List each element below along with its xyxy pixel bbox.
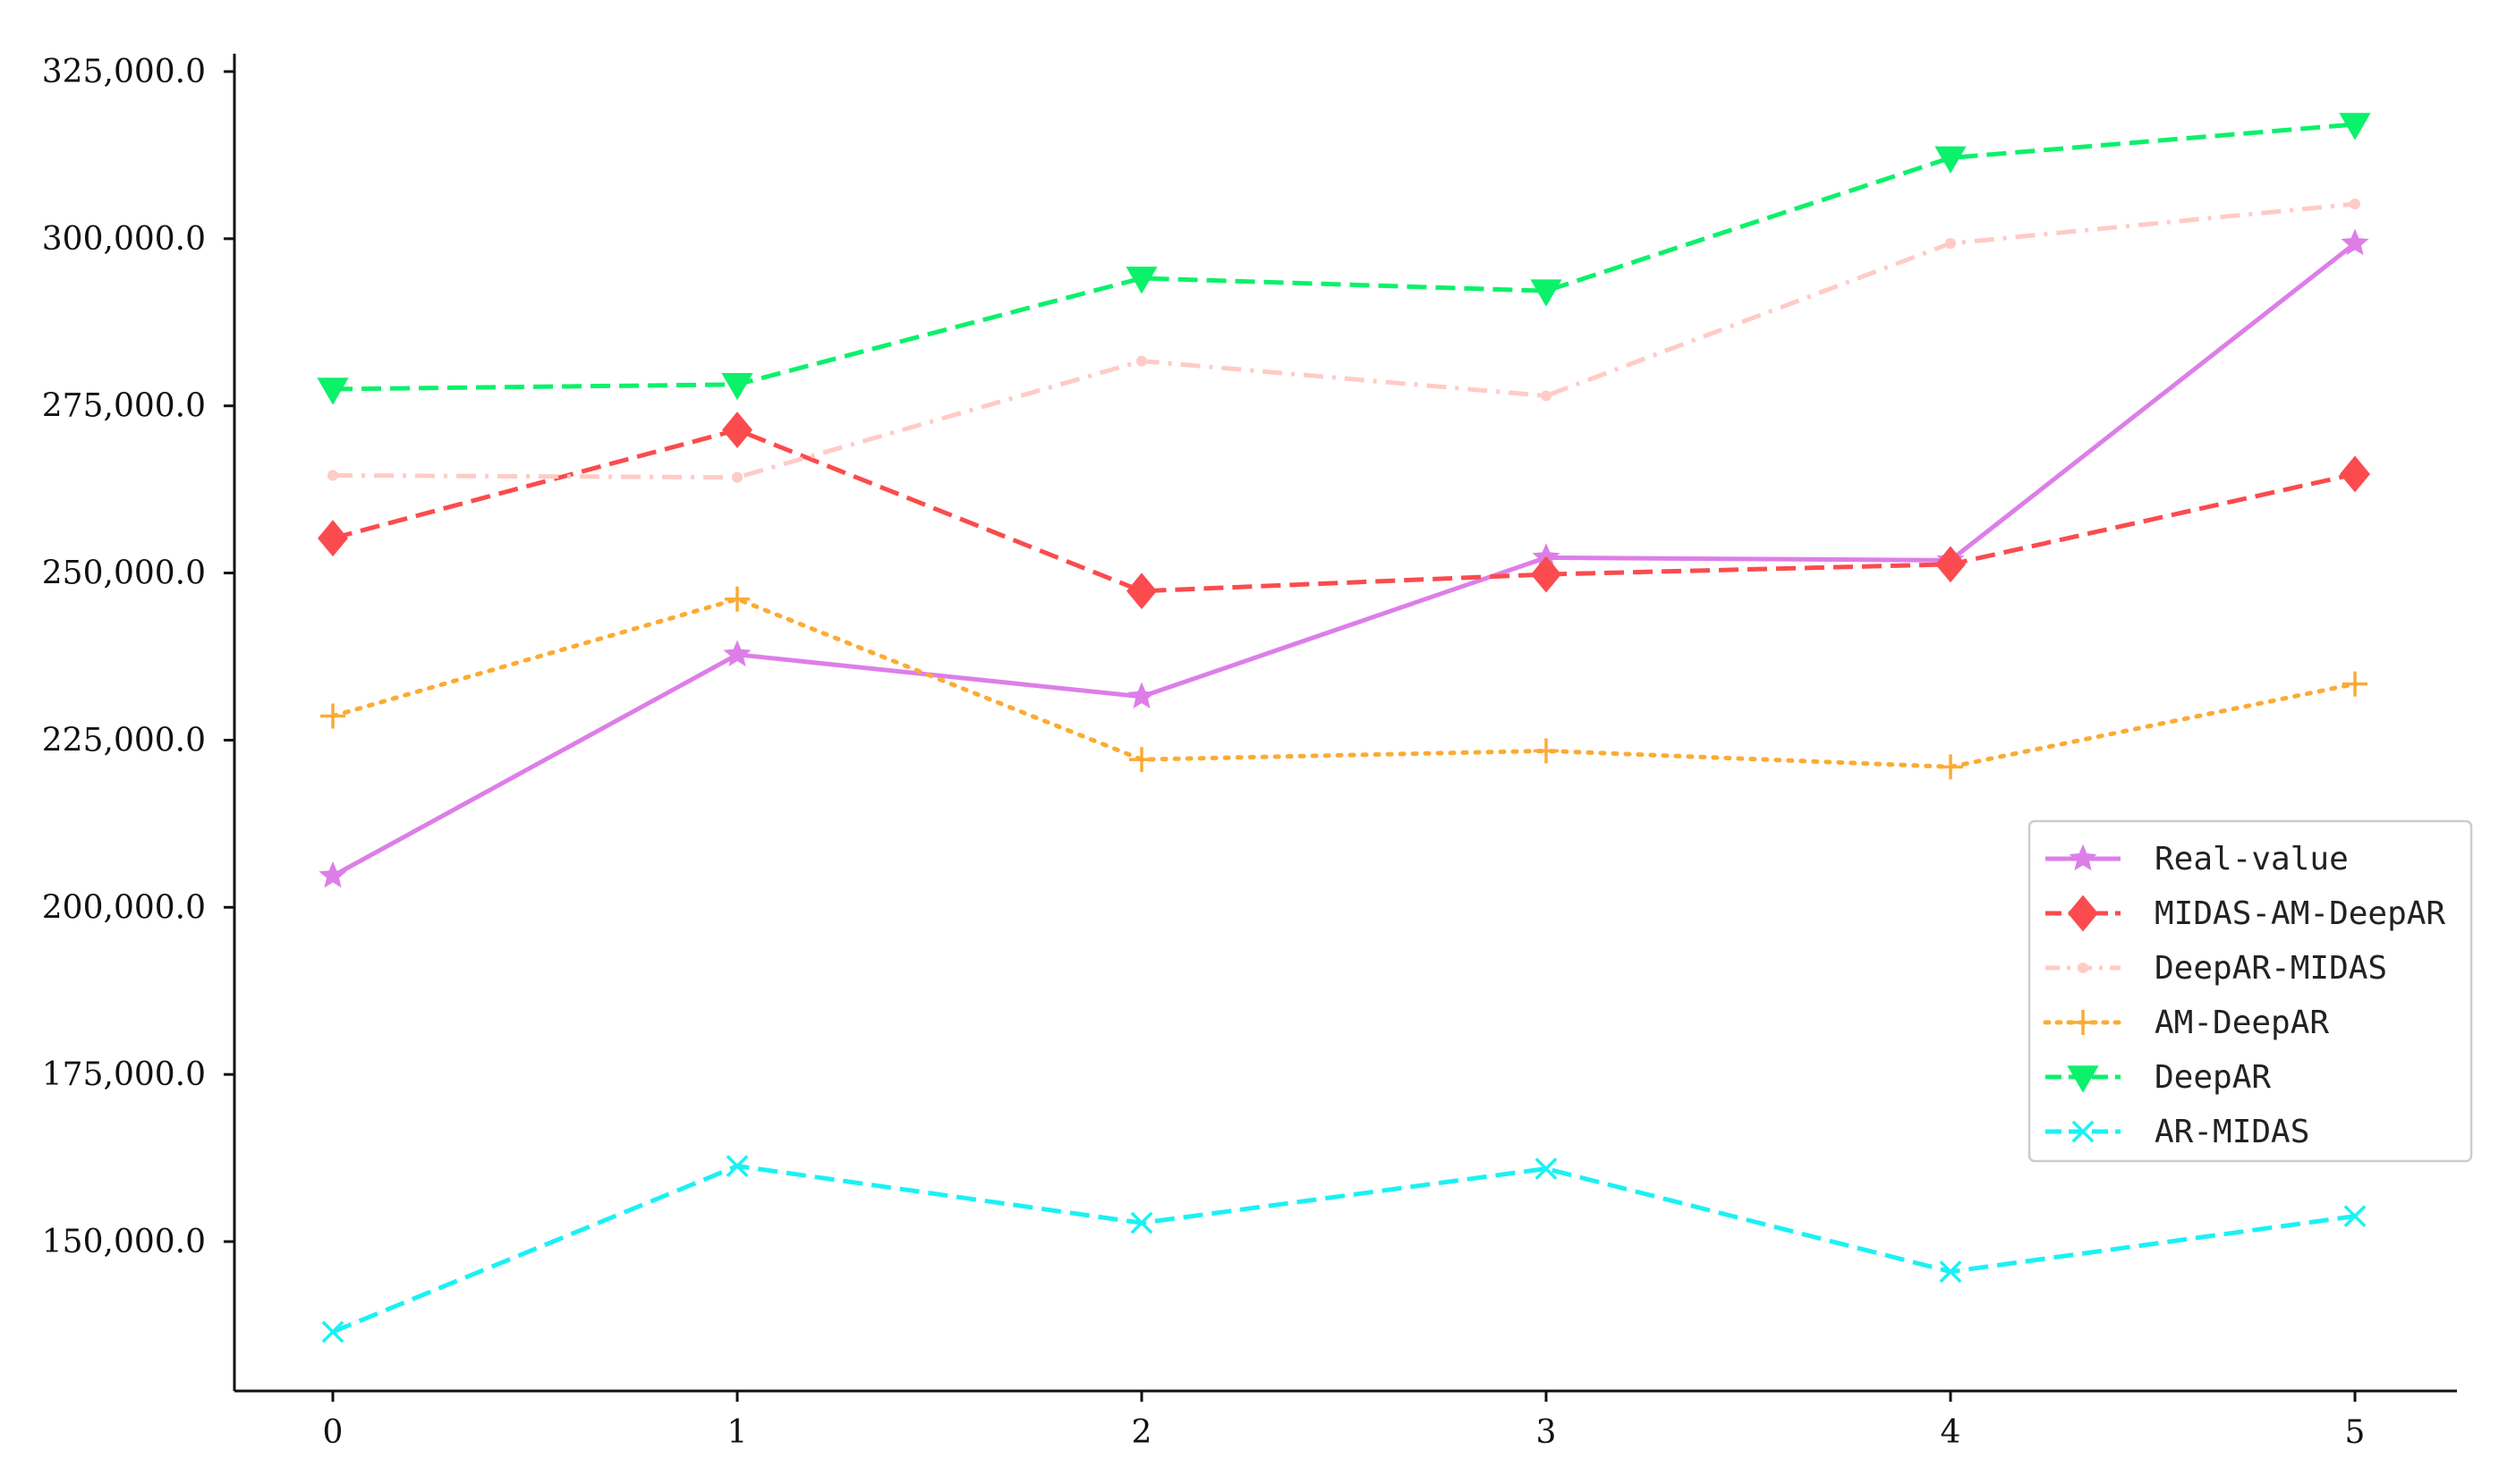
data-point xyxy=(1934,146,1967,174)
x-tick-label: 4 xyxy=(1941,1414,1961,1451)
data-point xyxy=(1126,572,1157,610)
axes: 150,000.0 175,000.0 200,000.0 225,000.0 250,… xyxy=(42,54,2457,1451)
legend-marker xyxy=(2070,1010,2095,1035)
data-point xyxy=(2343,1205,2367,1228)
legend-marker xyxy=(2071,1120,2095,1143)
series-midas-am-deepar xyxy=(318,411,2370,610)
legend-marker xyxy=(2067,1065,2099,1093)
data-point xyxy=(2349,198,2361,210)
y-tick-label: 200,000.0 xyxy=(42,889,206,926)
data-point xyxy=(1540,390,1552,402)
series-am-deepar xyxy=(320,586,2367,780)
data-point xyxy=(1534,1158,1558,1180)
series-deepar xyxy=(317,113,2371,405)
y-tick-label: 225,000.0 xyxy=(42,722,206,759)
y-tick-label: 175,000.0 xyxy=(42,1056,206,1093)
legend-box xyxy=(2027,819,2473,1163)
x-tick-label: 3 xyxy=(1536,1414,1557,1451)
data-point xyxy=(1531,555,1561,593)
legend-item: DeepAR-MIDAS xyxy=(2045,950,2387,987)
legend-label: Real-value xyxy=(2155,841,2349,878)
data-point xyxy=(1129,747,1154,773)
data-point xyxy=(1127,682,1156,709)
data-point xyxy=(1534,738,1559,764)
data-point xyxy=(2342,671,2367,697)
legend-marker xyxy=(2077,962,2089,974)
data-point xyxy=(319,861,347,888)
series-real-value xyxy=(319,228,2369,888)
data-point xyxy=(318,520,348,557)
data-point xyxy=(1130,1211,1153,1234)
data-point xyxy=(1935,546,1966,583)
y-tick-label: 300,000.0 xyxy=(42,221,206,258)
data-point xyxy=(1126,267,1158,294)
legend-item: AM-DeepAR xyxy=(2043,1005,2329,1041)
data-point xyxy=(2340,455,2370,493)
y-tick-label: 275,000.0 xyxy=(42,388,206,425)
data-point xyxy=(722,411,752,449)
legend: Real-value MIDAS-AM-DeepAR DeepAR-MIDAS AM-… xyxy=(2027,819,2473,1163)
series-deepar-midas xyxy=(327,198,2361,483)
legend-item: Real-value xyxy=(2045,841,2349,878)
data-point xyxy=(1530,279,1562,307)
series-line xyxy=(332,201,2356,480)
data-point xyxy=(2341,228,2369,256)
data-point xyxy=(731,471,744,483)
x-tick-label: 5 xyxy=(2345,1414,2366,1451)
data-point xyxy=(1135,355,1148,367)
series-line xyxy=(330,597,2358,769)
series-line xyxy=(332,122,2356,392)
series-line xyxy=(332,1164,2356,1335)
series-layer xyxy=(317,113,2371,1344)
data-point xyxy=(317,377,349,405)
data-point xyxy=(1938,754,1963,780)
x-tick-label: 2 xyxy=(1132,1414,1152,1451)
series-line xyxy=(331,242,2357,878)
data-point xyxy=(1939,1260,1962,1284)
legend-label: AM-DeepAR xyxy=(2155,1005,2329,1041)
data-point xyxy=(723,640,752,666)
data-point xyxy=(726,1155,749,1177)
data-point xyxy=(725,586,750,612)
data-point xyxy=(721,372,753,401)
data-point xyxy=(2339,113,2371,140)
legend-marker xyxy=(2068,895,2098,932)
x-tick-label: 0 xyxy=(323,1414,344,1451)
y-tick-label: 250,000.0 xyxy=(42,555,206,592)
data-point xyxy=(327,470,339,481)
data-point xyxy=(1944,238,1957,250)
legend-label: DeepAR-MIDAS xyxy=(2155,950,2387,987)
legend-label: DeepAR xyxy=(2155,1059,2271,1096)
legend-item: AR-MIDAS xyxy=(2045,1114,2309,1150)
series-line xyxy=(332,428,2356,594)
y-tick-label: 325,000.0 xyxy=(42,54,206,90)
legend-label: MIDAS-AM-DeepAR xyxy=(2155,895,2445,932)
series-ar-midas xyxy=(321,1155,2367,1344)
legend-label: AR-MIDAS xyxy=(2155,1114,2309,1150)
legend-item: DeepAR xyxy=(2045,1059,2271,1096)
legend-item: MIDAS-AM-DeepAR xyxy=(2045,895,2445,932)
y-tick-label: 150,000.0 xyxy=(42,1224,206,1260)
data-point xyxy=(320,703,345,729)
x-tick-label: 1 xyxy=(727,1414,748,1451)
data-point xyxy=(321,1320,344,1344)
legend-marker xyxy=(2069,844,2097,871)
